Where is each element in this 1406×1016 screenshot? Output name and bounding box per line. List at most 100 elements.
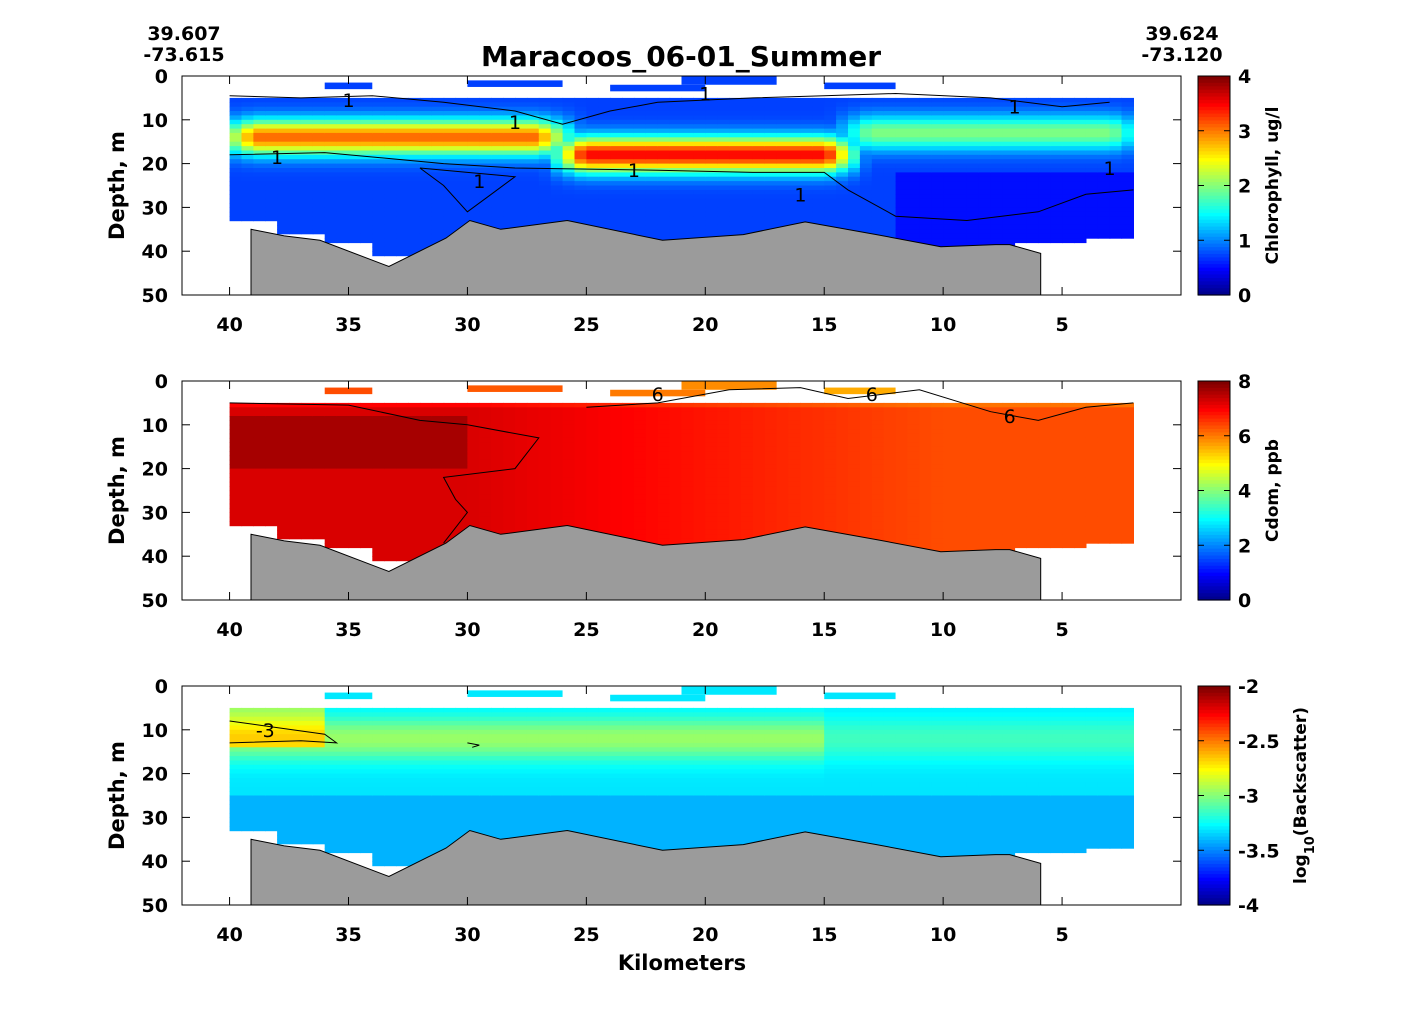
- heatmap-cell: [871, 146, 885, 152]
- heatmap-cell: [408, 534, 421, 540]
- heatmap-cell: [764, 194, 778, 200]
- heatmap-cell: [824, 172, 837, 178]
- heatmap-cell: [431, 516, 445, 522]
- heatmap-cell: [562, 128, 576, 134]
- heatmap-cell: [265, 137, 278, 143]
- heatmap-cell: [336, 154, 350, 160]
- heatmap-cell: [990, 220, 1004, 226]
- heatmap-cell: [372, 538, 385, 544]
- heatmap-cell: [384, 486, 397, 492]
- heatmap-cell: [289, 424, 302, 430]
- heatmap-cell: [396, 459, 409, 465]
- heatmap-cell: [776, 494, 790, 500]
- heatmap-cell: [1062, 534, 1075, 540]
- heatmap-cell: [990, 411, 1004, 417]
- heatmap-cell: [919, 132, 932, 138]
- heatmap-cell: [966, 442, 980, 448]
- heatmap-cell: [978, 437, 992, 443]
- heatmap-cell: [300, 402, 314, 408]
- heatmap-cell: [526, 455, 540, 461]
- heatmap-cell: [919, 503, 932, 509]
- heatmap-cell: [526, 508, 540, 513]
- heatmap-cell: [550, 451, 564, 457]
- heatmap-cell: [622, 429, 635, 435]
- heatmap-cell: [408, 455, 421, 461]
- heatmap-cell: [384, 163, 397, 169]
- heatmap-cell: [978, 146, 992, 152]
- heatmap-cell: [408, 508, 421, 513]
- heatmap-cell: [479, 424, 492, 430]
- heatmap-cell: [1002, 402, 1016, 408]
- heatmap-cell: [550, 402, 564, 408]
- heatmap-cell: [408, 194, 421, 200]
- heatmap-cell: [776, 411, 790, 417]
- heatmap-cell: [360, 416, 373, 421]
- heatmap-cell: [586, 503, 599, 509]
- heatmap-cell: [598, 503, 611, 509]
- heatmap-cell: [348, 102, 361, 108]
- heatmap-cell: [1109, 211, 1123, 217]
- heatmap-cell: [895, 503, 909, 509]
- heatmap-cell: [229, 521, 243, 527]
- heatmap-cell: [515, 102, 528, 108]
- heatmap-cell: [1050, 420, 1063, 426]
- heatmap-cell: [312, 429, 326, 435]
- heatmap-cell: [1002, 473, 1016, 478]
- heatmap-cell: [788, 468, 801, 474]
- heatmap-cell: [503, 459, 516, 465]
- heatmap-cell: [669, 198, 683, 204]
- heatmap-cell: [372, 451, 385, 457]
- heatmap-cell: [729, 402, 742, 408]
- heatmap-cell: [360, 220, 373, 226]
- heatmap-cell: [265, 407, 278, 413]
- heatmap-cell: [1062, 216, 1075, 222]
- heatmap-cell: [1085, 211, 1099, 217]
- heatmap-cell: [1062, 119, 1075, 125]
- heatmap-cell: [1062, 194, 1075, 200]
- heatmap-cell: [776, 490, 790, 496]
- heatmap-cell: [800, 446, 813, 452]
- heatmap-cell: [491, 128, 504, 134]
- heatmap-cell: [253, 516, 266, 522]
- heatmap-cell: [443, 529, 457, 535]
- heatmap-cell: [574, 159, 587, 165]
- heatmap-cell: [776, 481, 790, 487]
- heatmap-cell: [907, 150, 920, 156]
- heatmap-cell: [717, 115, 730, 121]
- heatmap-cell: [348, 211, 361, 217]
- heatmap-cell: [324, 411, 338, 417]
- heatmap-cell: [788, 451, 801, 457]
- heatmap-cell: [1002, 490, 1016, 496]
- heatmap-cell: [479, 159, 492, 165]
- heatmap-cell: [800, 163, 813, 169]
- heatmap-cell: [598, 124, 611, 130]
- heatmap-cell: [241, 111, 254, 116]
- heatmap-cell: [1074, 416, 1087, 421]
- heatmap-cell: [966, 473, 980, 478]
- heatmap-cell: [586, 146, 599, 152]
- heatmap-cell: [1014, 154, 1027, 160]
- heatmap-cell: [1050, 468, 1063, 474]
- heatmap-cell: [1026, 407, 1039, 413]
- heatmap-cell: [229, 115, 243, 121]
- contour-label: 1: [1008, 97, 1020, 119]
- heatmap-cell: [443, 146, 457, 152]
- heatmap-cell: [824, 477, 837, 483]
- heatmap-cell: [752, 477, 766, 483]
- heatmap-cell: [1026, 437, 1039, 443]
- heatmap-cell: [657, 464, 671, 470]
- heatmap-cell: [943, 203, 956, 208]
- heatmap-cell: [836, 150, 849, 156]
- heatmap-cell: [788, 429, 801, 435]
- heatmap-cell: [538, 102, 552, 108]
- heatmap-cell: [693, 111, 706, 116]
- heatmap-cell: [515, 137, 528, 143]
- heatmap-cell: [229, 416, 243, 421]
- heatmap-cell: [752, 150, 766, 156]
- heatmap-cell: [550, 211, 564, 217]
- heatmap-cell: [848, 455, 861, 461]
- heatmap-cell: [776, 159, 790, 165]
- heatmap-cell: [443, 224, 457, 230]
- heatmap-cell: [300, 433, 314, 439]
- heatmap-cell: [895, 211, 909, 217]
